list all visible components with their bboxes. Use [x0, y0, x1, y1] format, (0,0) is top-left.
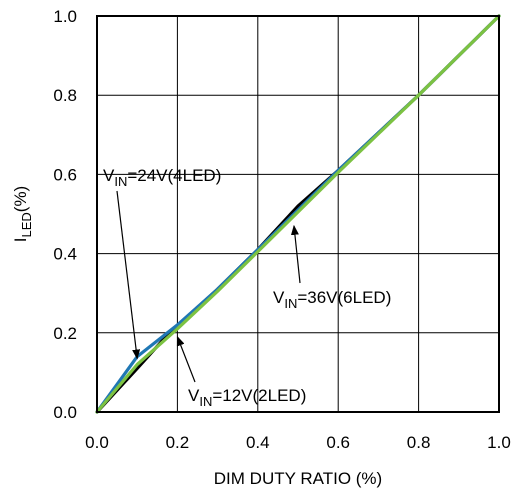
x-tick-label-2: 0.4 — [246, 433, 270, 452]
series-lines — [95, 14, 501, 414]
annotation-label-2-pre: V — [188, 386, 200, 405]
annotation-label-1-post: =36V(6LED) — [297, 288, 391, 307]
x-tick-label-4: 0.8 — [407, 433, 431, 452]
x-tick-label-5: 1.0 — [487, 433, 511, 452]
annotation-label-1-pre: V — [273, 288, 285, 307]
y-axis-label-suffix: (%) — [11, 186, 30, 212]
y-tick-label-1: 0.2 — [53, 324, 77, 343]
y-axis-label-main: I — [11, 238, 30, 243]
y-axis-label-sub: LED — [19, 212, 34, 237]
annotation-arrow-1 — [290, 224, 301, 284]
y-tick-label-0: 0.0 — [53, 403, 77, 422]
series-line-2 — [95, 14, 501, 414]
annotation-label-0-post: =24V(4LED) — [127, 166, 221, 185]
y-tick-labels: 0.0 0.2 0.4 0.6 0.8 1.0 — [53, 7, 77, 422]
annotations: VIN=24V(4LED)VIN=36V(6LED)VIN=12V(2LED) — [103, 166, 391, 409]
annotation-arrow-2 — [176, 335, 196, 383]
annotation-label-0: VIN=24V(4LED) — [103, 166, 221, 189]
y-axis-label: ILED(%) — [11, 186, 34, 242]
annotation-label-2-sub: IN — [199, 394, 212, 409]
y-tick-label-3: 0.6 — [53, 165, 77, 184]
annotation-label-1-sub: IN — [284, 296, 297, 311]
annotation-label-1: VIN=36V(6LED) — [273, 288, 391, 311]
annotation-arrow-0 — [116, 190, 141, 360]
x-tick-labels: 0.0 0.2 0.4 0.6 0.8 1.0 — [85, 433, 511, 452]
y-tick-label-5: 1.0 — [53, 7, 77, 26]
x-axis-label: DIM DUTY RATIO (%) — [214, 469, 382, 488]
annotation-label-2: VIN=12V(2LED) — [188, 386, 306, 409]
plot-frame — [96, 15, 500, 413]
x-tick-label-0: 0.0 — [85, 433, 109, 452]
x-tick-label-1: 0.2 — [166, 433, 190, 452]
annotation-label-0-sub: IN — [114, 174, 127, 189]
annotation-label-2-post: =12V(2LED) — [212, 386, 306, 405]
x-tick-label-3: 0.6 — [326, 433, 350, 452]
y-tick-label-4: 0.8 — [53, 86, 77, 105]
y-tick-label-2: 0.4 — [53, 245, 77, 264]
annotation-label-0-pre: V — [103, 166, 115, 185]
